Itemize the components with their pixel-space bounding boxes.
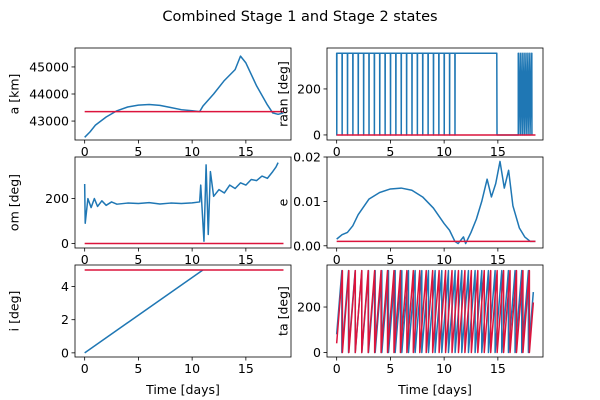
x-tick-label: 15 — [490, 361, 506, 376]
x-tick-label: 15 — [238, 361, 254, 376]
series-group — [84, 269, 284, 354]
y-tick-label: 2 — [61, 312, 69, 327]
y-axis-label: ta [deg] — [275, 286, 290, 336]
x-tick-label: 5 — [134, 361, 142, 376]
series-line-1 — [83, 162, 279, 243]
x-tick-label: 0 — [333, 144, 341, 159]
y-tick-label: 200 — [297, 81, 321, 96]
x-tick-label: 15 — [490, 252, 506, 267]
y-tick-label: 200 — [45, 191, 69, 206]
x-tick-label: 15 — [490, 144, 506, 159]
x-tick-label: 0 — [81, 361, 89, 376]
axes-frame — [74, 264, 292, 358]
x-axis-label: Time [days] — [397, 382, 472, 397]
axes-frame — [326, 156, 544, 249]
x-tick-label: 5 — [386, 361, 394, 376]
axes-frame — [74, 47, 292, 141]
series-line-1 — [336, 160, 536, 245]
x-tick-label: 0 — [81, 144, 89, 159]
y-tick-label: 0.02 — [293, 150, 321, 165]
y-tick-label: 0 — [61, 236, 69, 251]
x-tick-label: 0 — [81, 252, 89, 267]
series-group — [335, 52, 536, 136]
y-tick-label: 4 — [61, 279, 69, 294]
x-tick-label: 10 — [184, 361, 200, 376]
subplot-e: 0 5 10 15 0.00 0.01 0.02 e — [275, 150, 544, 267]
y-tick-label: 0.01 — [293, 194, 321, 209]
x-tick-label: 0 — [333, 252, 341, 267]
series-line-1 — [84, 269, 204, 354]
y-axis-label: raan [deg] — [275, 61, 290, 127]
axes-frame — [74, 156, 292, 249]
y-axis-label: e — [275, 198, 290, 206]
y-tick-label: 44000 — [29, 87, 69, 102]
series-group — [84, 55, 284, 138]
series-group — [335, 269, 535, 354]
x-tick-label: 5 — [134, 144, 142, 159]
y-axis-label: a [km] — [6, 74, 21, 115]
x-tick-label: 10 — [436, 144, 452, 159]
figure-title: Combined Stage 1 and Stage 2 states — [162, 9, 437, 25]
x-tick-label: 0 — [333, 361, 341, 376]
series-group — [83, 162, 284, 245]
y-tick-label: 200 — [297, 300, 321, 315]
y-tick-label: 0 — [313, 345, 321, 360]
y-axis-label: i [deg] — [6, 291, 21, 332]
y-tick-label: 0.00 — [293, 238, 321, 253]
y-axis-label: om [deg] — [6, 174, 21, 231]
axes-frame — [326, 47, 544, 141]
x-tick-label: 5 — [134, 252, 142, 267]
subplot-om: 0 5 10 15 0 200 om [deg] — [6, 156, 292, 267]
subplot-a: 0 5 10 15 43000 44000 45000 a [km] — [6, 47, 292, 159]
series-group — [336, 160, 536, 245]
y-tick-label: 0 — [313, 127, 321, 142]
series-line-1 — [335, 52, 533, 136]
x-tick-label: 15 — [238, 252, 254, 267]
subplot-i: 0 5 10 15 0 2 4 i [deg] Time [days] — [6, 264, 292, 397]
subplot-ta: 0 5 10 15 0 200 ta [deg] Time [days] — [275, 264, 544, 397]
x-tick-label: 5 — [386, 144, 394, 159]
y-tick-label: 45000 — [29, 59, 69, 74]
y-tick-label: 0 — [61, 345, 69, 360]
series-line-2 — [335, 269, 535, 354]
axes-frame — [326, 264, 544, 358]
x-axis-label: Time [days] — [145, 382, 220, 397]
x-tick-label: 5 — [386, 252, 394, 267]
x-tick-label: 10 — [184, 252, 200, 267]
x-tick-label: 10 — [436, 252, 452, 267]
x-tick-label: 10 — [184, 144, 200, 159]
x-tick-label: 15 — [238, 144, 254, 159]
subplot-raan: 0 5 10 15 0 200 raan [deg] — [275, 47, 544, 159]
x-tick-label: 10 — [436, 361, 452, 376]
y-tick-label: 43000 — [29, 114, 69, 129]
series-line-1 — [84, 55, 284, 138]
